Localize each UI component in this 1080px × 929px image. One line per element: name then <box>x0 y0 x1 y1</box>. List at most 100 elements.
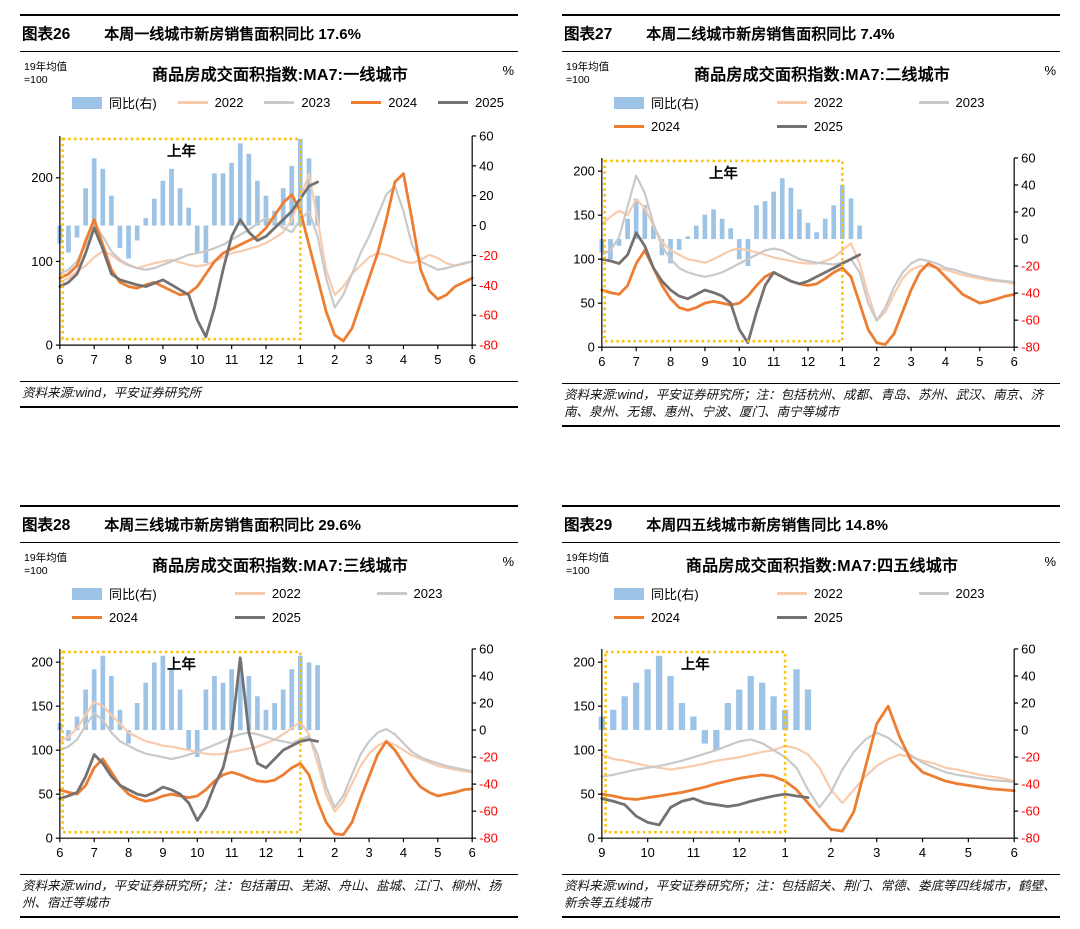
legend-swatch <box>776 100 807 105</box>
svg-text:8: 8 <box>125 845 132 860</box>
legend-item-2022: 2022 <box>177 93 244 112</box>
left-axis-note-line2: =100 <box>566 73 590 86</box>
svg-text:10: 10 <box>190 845 204 860</box>
svg-text:9: 9 <box>159 352 166 367</box>
figure-label: 图表26 <box>22 26 71 43</box>
svg-text:-60: -60 <box>479 308 498 323</box>
svg-text:12: 12 <box>732 845 746 860</box>
legend-item-同比(右): 同比(右) <box>72 93 157 112</box>
legend-label: 同比(右) <box>651 96 699 112</box>
svg-text:0: 0 <box>588 831 595 846</box>
figure-headline: 本周四五线城市新房销售同比 14.8% <box>646 517 888 534</box>
figure-label: 图表29 <box>564 517 613 534</box>
svg-text:11: 11 <box>687 845 700 860</box>
source-text: 资料来源:wind，平安证券研究所；注：包括杭州、成都、青岛、苏州、武汉、南京、… <box>564 388 1044 420</box>
legend: 同比(右) 2022 2023 2024 2025 <box>562 86 1060 144</box>
chart-header: 图表29 本周四五线城市新房销售同比 14.8% <box>562 505 1060 543</box>
svg-text:-80: -80 <box>1021 831 1040 846</box>
legend-item-2023: 2023 <box>376 584 504 603</box>
chart-card-27: 图表27 本周二线城市新房销售面积同比 7.4% 19年均值 =100 商品房成… <box>562 14 1060 427</box>
left-axis-note: 19年均值 =100 <box>566 61 622 86</box>
source-text: 资料来源:wind，平安证券研究所；注：包括莆田、芜湖、舟山、盐城、江门、柳州、… <box>22 879 502 911</box>
left-axis-note: 19年均值 =100 <box>24 552 80 577</box>
left-axis-note-line1: 19年均值 <box>566 552 610 564</box>
svg-text:0: 0 <box>479 218 486 233</box>
legend-item-2024: 2024 <box>351 93 417 112</box>
svg-text:-40: -40 <box>1021 286 1040 301</box>
legend-label: 2023 <box>955 586 985 602</box>
legend-item-同比(右): 同比(右) <box>614 93 777 112</box>
svg-text:-40: -40 <box>479 278 498 293</box>
svg-text:60: 60 <box>1021 151 1035 166</box>
svg-text:10: 10 <box>190 352 204 367</box>
legend-label: 2022 <box>214 95 244 111</box>
right-axis-unit: % <box>1044 554 1056 569</box>
svg-text:-40: -40 <box>479 777 498 792</box>
svg-text:5: 5 <box>434 845 441 860</box>
chart-card-29: 图表29 本周四五线城市新房销售同比 14.8% 19年均值 =100 商品房成… <box>562 505 1060 918</box>
svg-text:9: 9 <box>598 845 605 860</box>
svg-text:-40: -40 <box>1021 777 1040 792</box>
svg-text:6: 6 <box>56 845 63 860</box>
svg-text:11: 11 <box>225 845 238 860</box>
svg-text:0: 0 <box>479 723 486 738</box>
legend-label: 2022 <box>813 95 843 111</box>
svg-text:100: 100 <box>31 254 53 269</box>
chart-card-28: 图表28 本周三线城市新房销售面积同比 29.6% 19年均值 =100 商品房… <box>20 505 518 918</box>
svg-text:0: 0 <box>588 340 595 355</box>
svg-text:上年: 上年 <box>709 164 738 182</box>
legend-swatch <box>918 591 949 596</box>
chart-plot: 0 50 100 150 200 60 40 20 0 -20 -40 -60 -80 6 7 8 9 10 11 1… <box>20 635 518 868</box>
left-axis-note-line2: =100 <box>566 564 590 577</box>
svg-text:-80: -80 <box>479 831 498 846</box>
legend-label: 2024 <box>388 95 418 111</box>
legend-swatch <box>177 100 208 105</box>
svg-text:60: 60 <box>1021 642 1035 657</box>
left-axis-note-line2: =100 <box>24 73 48 86</box>
legend-label: 2025 <box>813 610 843 626</box>
svg-text:7: 7 <box>91 352 98 367</box>
left-axis-note: 19年均值 =100 <box>566 552 622 577</box>
legend-item-2025: 2025 <box>776 610 919 626</box>
legend-swatch <box>614 96 644 109</box>
svg-text:5: 5 <box>965 845 972 860</box>
svg-text:上年: 上年 <box>167 142 196 160</box>
svg-text:6: 6 <box>1011 845 1018 860</box>
svg-text:-60: -60 <box>1021 313 1040 328</box>
figure-label: 图表27 <box>564 26 613 43</box>
figure-headline: 本周二线城市新房销售面积同比 7.4% <box>646 26 895 43</box>
chart-card-26: 图表26 本周一线城市新房销售面积同比 17.6% 19年均值 =100 商品房… <box>20 14 518 427</box>
svg-text:100: 100 <box>573 252 595 267</box>
svg-text:6: 6 <box>598 354 605 369</box>
svg-text:20: 20 <box>479 696 493 711</box>
svg-text:12: 12 <box>259 845 273 860</box>
right-axis-unit: % <box>1044 63 1056 78</box>
legend-row: 同比(右) 2022 2023 <box>614 93 1046 112</box>
svg-text:2: 2 <box>331 352 338 367</box>
svg-text:4: 4 <box>919 845 926 860</box>
legend-swatch <box>234 591 265 596</box>
figure-headline: 本周三线城市新房销售面积同比 29.6% <box>104 517 361 534</box>
svg-text:6: 6 <box>469 352 476 367</box>
svg-text:40: 40 <box>1021 669 1035 684</box>
svg-text:50: 50 <box>580 296 594 311</box>
source-text: 资料来源:wind，平安证券研究所；注：包括韶关、荆门、常德、娄底等四线城市，鹤… <box>564 879 1056 911</box>
legend-swatch <box>72 96 102 109</box>
chart-title: 商品房成交面积指数:MA7:一线城市 <box>151 67 409 84</box>
svg-text:-60: -60 <box>1021 804 1040 819</box>
svg-text:6: 6 <box>469 845 476 860</box>
svg-text:4: 4 <box>400 352 407 367</box>
chart-header: 图表27 本周二线城市新房销售面积同比 7.4% <box>562 14 1060 52</box>
svg-text:10: 10 <box>640 845 654 860</box>
legend-label: 同比(右) <box>109 96 157 112</box>
svg-text:-80: -80 <box>1021 340 1040 355</box>
svg-text:10: 10 <box>732 354 746 369</box>
legend-label: 2024 <box>109 610 138 626</box>
svg-text:50: 50 <box>580 787 594 802</box>
chart-title-row: 19年均值 =100 商品房成交面积指数:MA7:四五线城市 % <box>562 543 1060 577</box>
svg-text:7: 7 <box>633 354 640 369</box>
legend-item-2023: 2023 <box>918 93 1046 112</box>
legend: 同比(右) 2022 2023 2024 2025 <box>562 577 1060 635</box>
